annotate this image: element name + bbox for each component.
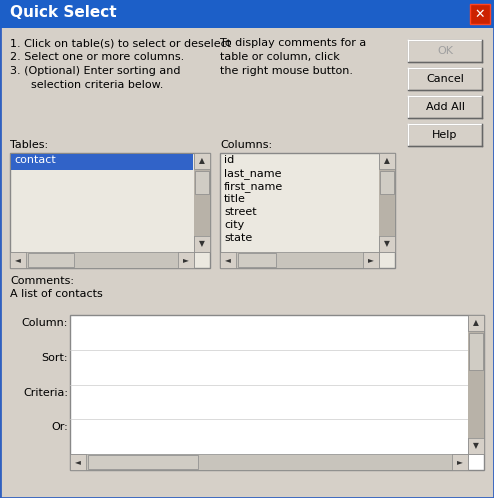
Bar xyxy=(0,0,494,28)
Text: A list of contacts: A list of contacts xyxy=(10,289,103,299)
Bar xyxy=(10,153,210,268)
Bar xyxy=(220,252,379,268)
Text: OK: OK xyxy=(437,46,453,56)
Text: ▼: ▼ xyxy=(199,240,205,249)
Bar xyxy=(380,171,394,194)
Text: the right mouse button.: the right mouse button. xyxy=(220,66,353,76)
Bar xyxy=(88,455,198,469)
Bar xyxy=(379,169,395,236)
Bar xyxy=(468,315,484,331)
Text: Sort:: Sort: xyxy=(41,353,68,363)
Text: selection criteria below.: selection criteria below. xyxy=(10,80,164,90)
Text: id: id xyxy=(224,155,234,165)
Text: Columns:: Columns: xyxy=(220,140,272,150)
Bar xyxy=(408,68,482,90)
Bar xyxy=(194,153,210,169)
Text: ✕: ✕ xyxy=(475,7,485,20)
Bar xyxy=(194,236,210,252)
Text: Criteria:: Criteria: xyxy=(23,387,68,397)
Bar xyxy=(379,153,395,252)
Bar xyxy=(28,253,74,267)
Text: Help: Help xyxy=(432,130,457,140)
Text: To display comments for a: To display comments for a xyxy=(220,38,366,48)
Text: ►: ► xyxy=(183,255,189,264)
Text: ▲: ▲ xyxy=(473,319,479,328)
Bar xyxy=(194,169,210,236)
Bar xyxy=(452,454,468,470)
Text: street: street xyxy=(224,207,256,217)
Text: last_name: last_name xyxy=(224,168,282,179)
Bar xyxy=(469,333,483,371)
Text: ▼: ▼ xyxy=(384,240,390,249)
Text: Add All: Add All xyxy=(425,102,464,112)
Text: 2. Select one or more columns.: 2. Select one or more columns. xyxy=(10,52,184,62)
Text: Quick Select: Quick Select xyxy=(10,5,117,20)
Bar xyxy=(70,454,86,470)
Text: Comments:: Comments: xyxy=(10,276,74,286)
Text: Tables:: Tables: xyxy=(10,140,48,150)
Text: contact: contact xyxy=(14,155,56,165)
Text: ▲: ▲ xyxy=(384,156,390,165)
Bar xyxy=(70,315,484,470)
Text: 1. Click on table(s) to select or deselect: 1. Click on table(s) to select or desele… xyxy=(10,38,231,48)
Bar xyxy=(470,4,490,24)
Text: table or column, click: table or column, click xyxy=(220,52,340,62)
Bar xyxy=(178,252,194,268)
Bar xyxy=(220,153,395,268)
Text: ▼: ▼ xyxy=(473,442,479,451)
Bar xyxy=(11,154,193,170)
Bar xyxy=(468,315,484,454)
Text: first_name: first_name xyxy=(224,181,283,192)
Bar xyxy=(195,171,209,194)
Bar xyxy=(194,153,210,252)
Bar xyxy=(379,153,395,169)
Text: ►: ► xyxy=(368,255,374,264)
Bar xyxy=(408,124,482,146)
Bar xyxy=(468,331,484,438)
Bar xyxy=(379,236,395,252)
Text: Column:: Column: xyxy=(22,318,68,328)
Text: city: city xyxy=(224,220,244,230)
Text: ◄: ◄ xyxy=(225,255,231,264)
Bar xyxy=(10,252,26,268)
Bar xyxy=(10,252,194,268)
Bar xyxy=(238,253,276,267)
Text: Or:: Or: xyxy=(51,422,68,432)
Text: ►: ► xyxy=(457,458,463,467)
Text: ▲: ▲ xyxy=(199,156,205,165)
Text: Cancel: Cancel xyxy=(426,74,464,84)
Bar xyxy=(220,252,236,268)
Bar xyxy=(70,454,468,470)
Text: ◄: ◄ xyxy=(75,458,81,467)
Bar xyxy=(408,96,482,118)
Text: state: state xyxy=(224,233,252,243)
Bar xyxy=(363,252,379,268)
Text: 3. (Optional) Enter sorting and: 3. (Optional) Enter sorting and xyxy=(10,66,180,76)
Bar xyxy=(468,438,484,454)
Text: title: title xyxy=(224,194,246,204)
Bar xyxy=(408,40,482,62)
Text: ◄: ◄ xyxy=(15,255,21,264)
